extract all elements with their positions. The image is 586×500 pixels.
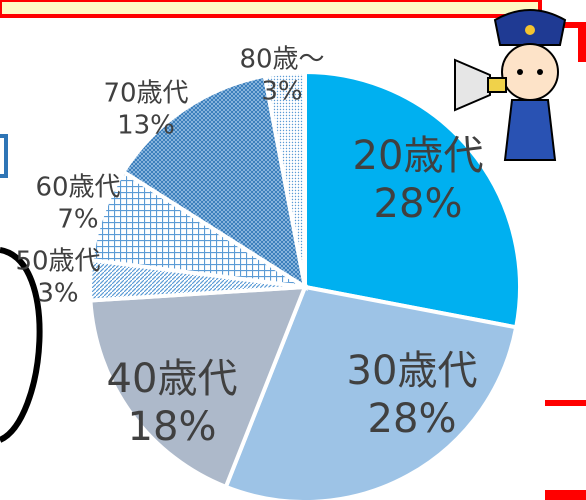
pie-slice xyxy=(120,73,308,292)
slice-category-label: 80歳～ xyxy=(239,45,324,75)
slice-value-label: 18% xyxy=(128,404,217,450)
slice-value-label: 3% xyxy=(261,77,302,107)
pie-slice xyxy=(88,284,309,490)
pie-slice xyxy=(303,69,522,330)
slice-category-label: 60歳代 xyxy=(35,173,120,203)
slice-category-label: 70歳代 xyxy=(103,79,188,109)
slice-category-label: 30歳代 xyxy=(347,348,478,394)
police-illustration xyxy=(454,9,567,161)
slice-value-label: 3% xyxy=(37,279,78,309)
pie-slice xyxy=(262,69,307,288)
slice-value-label: 13% xyxy=(117,111,175,141)
pie-slice xyxy=(223,284,519,500)
slice-category-label: 40歳代 xyxy=(107,356,238,402)
slice-category-label: 50歳代 xyxy=(15,247,100,277)
slice-value-label: 28% xyxy=(368,396,457,442)
slice-value-label: 28% xyxy=(374,181,463,227)
slice-value-label: 7% xyxy=(57,205,98,235)
slice-category-label: 20歳代 xyxy=(353,133,484,179)
